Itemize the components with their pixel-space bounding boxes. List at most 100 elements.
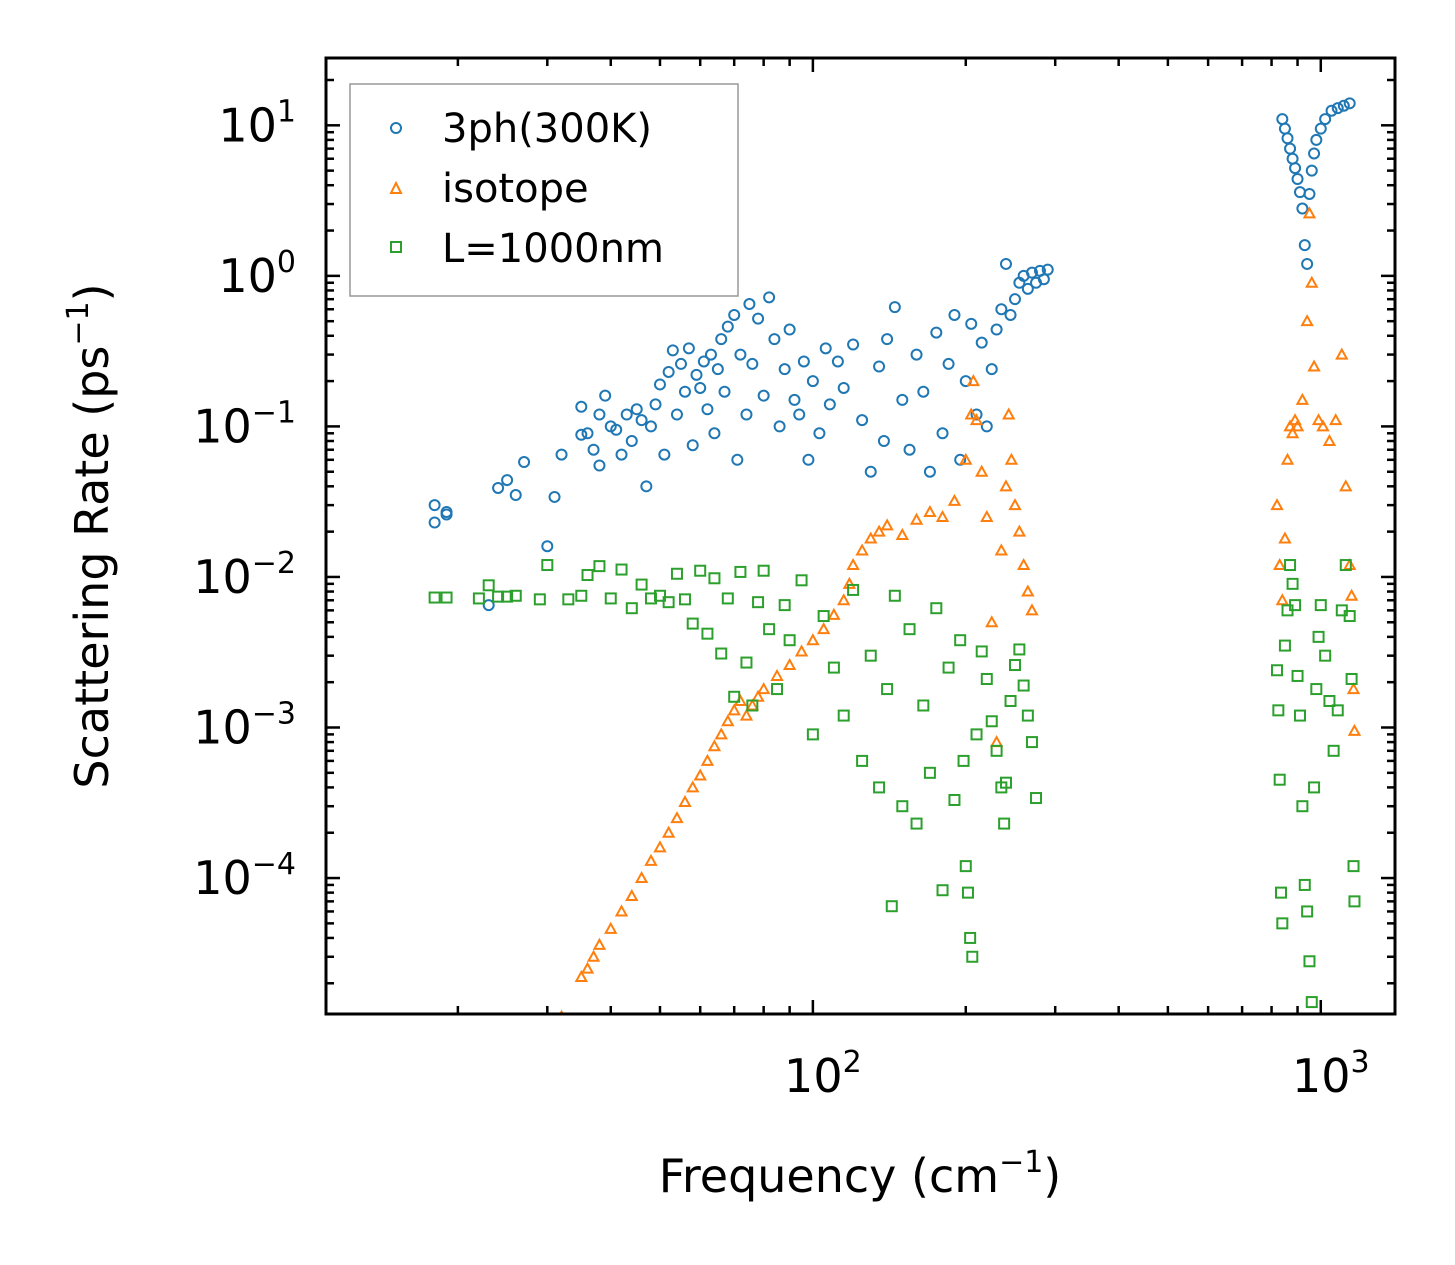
point-l1000nm xyxy=(1271,664,1284,677)
point-3ph xyxy=(728,308,741,321)
point-isotope xyxy=(678,794,692,807)
point-3ph xyxy=(746,357,759,370)
point-l1000nm xyxy=(575,589,588,602)
point-3ph xyxy=(620,408,633,421)
point-l1000nm xyxy=(1008,659,1021,672)
point-l1000nm xyxy=(653,589,666,602)
point-l1000nm xyxy=(662,596,675,609)
point-3ph xyxy=(625,434,638,447)
point-isotope xyxy=(999,479,1013,492)
point-isotope xyxy=(604,921,618,934)
point-isotope xyxy=(586,949,601,962)
point-3ph xyxy=(541,540,554,553)
point-l1000nm xyxy=(1017,679,1030,692)
point-l1000nm xyxy=(746,699,759,712)
point-3ph xyxy=(518,456,531,469)
point-l1000nm xyxy=(482,579,495,592)
point-3ph xyxy=(1025,266,1038,279)
point-3ph xyxy=(670,408,683,421)
point-isotope xyxy=(714,727,728,740)
point-l1000nm xyxy=(593,560,606,573)
point-l1000nm xyxy=(961,886,974,899)
point-isotope xyxy=(1004,452,1019,465)
point-isotope xyxy=(634,870,649,884)
point-l1000nm xyxy=(990,744,1003,757)
point-l1000nm xyxy=(701,627,714,640)
point-3ph xyxy=(615,448,628,461)
point-isotope xyxy=(975,464,989,477)
point-isotope xyxy=(756,682,771,695)
point-3ph xyxy=(965,317,978,330)
legend-marker-triangle-icon xyxy=(389,180,403,194)
point-isotope xyxy=(614,904,629,917)
point-l1000nm xyxy=(757,564,770,577)
point-isotope xyxy=(1021,584,1035,597)
point-l1000nm xyxy=(694,564,707,577)
point-3ph xyxy=(873,360,886,373)
point-3ph xyxy=(985,363,998,376)
point-3ph xyxy=(731,453,744,466)
point-isotope xyxy=(1295,392,1310,405)
point-3ph xyxy=(740,408,753,421)
point-l1000nm xyxy=(1347,860,1360,873)
point-l1000nm xyxy=(959,860,972,873)
point-3ph xyxy=(1325,104,1338,117)
point-isotope xyxy=(964,407,978,420)
point-3ph xyxy=(837,381,850,394)
point-l1000nm xyxy=(881,683,894,696)
point-isotope xyxy=(1270,498,1284,511)
point-l1000nm xyxy=(1310,683,1323,696)
point-3ph xyxy=(690,368,703,381)
point-3ph xyxy=(1008,293,1021,306)
legend-label-isotope: isotope xyxy=(442,166,589,212)
point-isotope xyxy=(1335,347,1349,360)
point-3ph xyxy=(1289,162,1302,175)
point-l1000nm xyxy=(1343,610,1356,623)
point-l1000nm xyxy=(998,817,1011,830)
point-3ph xyxy=(1303,187,1316,200)
point-isotope xyxy=(1025,603,1039,616)
point-isotope xyxy=(980,509,994,523)
point-3ph xyxy=(428,499,441,512)
point-3ph xyxy=(910,348,923,361)
point-3ph xyxy=(763,291,776,304)
point-3ph xyxy=(1310,133,1323,146)
y-tick-label: 10−4 xyxy=(193,847,296,905)
point-isotope xyxy=(1344,588,1359,601)
point-isotope xyxy=(1016,557,1031,571)
point-3ph xyxy=(990,323,1003,336)
point-isotope xyxy=(880,518,894,531)
point-isotope xyxy=(1008,498,1022,511)
point-l1000nm xyxy=(1030,792,1043,805)
point-isotope xyxy=(1285,426,1300,439)
point-3ph xyxy=(936,427,949,440)
point-3ph xyxy=(1298,239,1311,252)
point-l1000nm xyxy=(615,563,628,576)
point-isotope xyxy=(1311,413,1326,426)
data-marks xyxy=(428,97,1362,1014)
point-l1000nm xyxy=(1272,704,1285,717)
point-3ph xyxy=(593,459,606,472)
point-3ph xyxy=(806,375,819,388)
legend-box xyxy=(349,83,739,297)
point-l1000nm xyxy=(625,602,638,615)
point-3ph xyxy=(555,448,568,461)
point-isotope xyxy=(1278,531,1292,544)
point-isotope xyxy=(794,644,809,657)
point-l1000nm xyxy=(1275,886,1288,899)
point-3ph xyxy=(1308,147,1321,160)
point-3ph xyxy=(492,481,505,494)
point-isotope xyxy=(1300,314,1314,327)
point-3ph xyxy=(575,400,588,413)
point-3ph xyxy=(704,348,717,361)
point-l1000nm xyxy=(1021,709,1034,722)
point-isotope xyxy=(733,693,748,706)
point-l1000nm xyxy=(980,672,993,685)
point-l1000nm xyxy=(1327,744,1340,757)
point-l1000nm xyxy=(1291,669,1304,682)
point-isotope xyxy=(644,853,658,866)
point-l1000nm xyxy=(864,649,877,662)
point-l1000nm xyxy=(999,776,1012,789)
point-l1000nm xyxy=(873,781,886,794)
point-isotope xyxy=(1347,723,1362,736)
